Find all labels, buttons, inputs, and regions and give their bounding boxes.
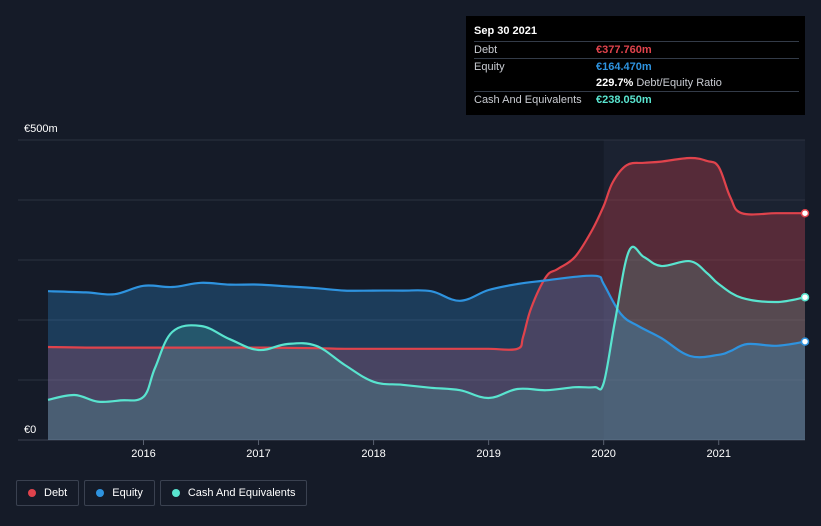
line-equity: [47, 274, 806, 359]
legend-dot-icon: [171, 489, 180, 497]
tooltip-row-equity: Equity €164.470m: [474, 58, 799, 75]
area-debt: [48, 157, 805, 440]
x-tick-label: 2021: [706, 448, 730, 460]
tooltip-label: Equity: [474, 61, 505, 73]
tooltip-label: Debt: [474, 44, 498, 56]
x-tick-label: 2019: [476, 448, 500, 460]
legend-dot-icon: [96, 489, 105, 497]
x-tick-label: 2016: [131, 448, 155, 460]
tooltip-date: Sep 30 2021: [474, 25, 537, 37]
legend-label: Debt: [44, 487, 68, 499]
tooltip-row-ratio: 229.7% Debt/Equity Ratio: [474, 75, 799, 91]
tooltip-ratio-label: Debt/Equity Ratio: [636, 77, 722, 89]
area-cash-and-equivalents: [48, 246, 805, 440]
legend-item-equity[interactable]: Equity: [84, 480, 155, 506]
series-lines: [47, 156, 810, 404]
plot-highlight-band: [603, 140, 805, 440]
legend-item-debt[interactable]: Debt: [16, 480, 80, 506]
chart-grid: [18, 139, 805, 441]
tooltip-panel: Sep 30 2021 Debt €377.760m Equity €164.4…: [466, 16, 805, 115]
x-tick-label: 2020: [591, 448, 615, 460]
tooltip-value: €377.760m: [596, 44, 652, 56]
x-tick-label: 2017: [246, 448, 270, 460]
line-cash-and-equivalents: [47, 245, 806, 404]
tooltip-label: Cash And Equivalents: [474, 94, 582, 106]
y-tick-label: €500m: [24, 123, 58, 135]
legend-dot-icon: [28, 489, 36, 497]
legend-label: Equity: [112, 487, 143, 499]
tooltip-label: [474, 75, 596, 91]
y-tick-label: €0: [24, 424, 36, 436]
tooltip-value: €238.050m: [596, 94, 652, 106]
end-marker-debt: [800, 208, 810, 218]
x-tick-label: 2018: [361, 448, 385, 460]
tooltip-value: €164.470m: [596, 61, 652, 73]
legend-item-cash[interactable]: Cash And Equivalents: [159, 480, 308, 506]
legend-label: Cash And Equivalents: [187, 487, 296, 499]
tooltip-value: 229.7%: [596, 77, 634, 89]
axis-ticks: €500m €0 2016 2017 2018 2019 2020 2021: [24, 123, 731, 460]
tooltip-row-cash: Cash And Equivalents €238.050m: [474, 91, 799, 108]
line-debt: [47, 156, 805, 351]
tooltip-row-debt: Debt €377.760m: [474, 41, 799, 58]
chart-legend: Debt Equity Cash And Equivalents: [16, 480, 308, 506]
end-marker-cash-and-equivalents: [800, 292, 810, 302]
end-marker-equity: [800, 337, 810, 346]
